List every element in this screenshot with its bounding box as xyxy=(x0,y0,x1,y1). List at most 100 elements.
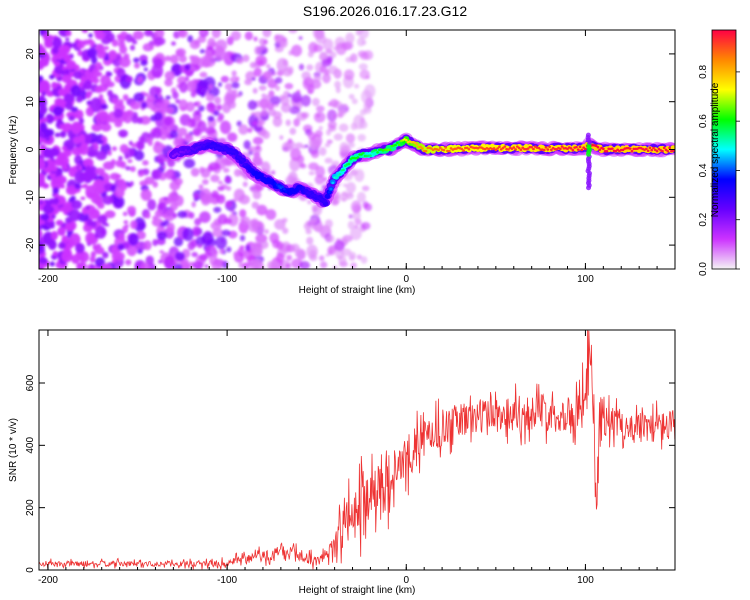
noise-blob xyxy=(204,264,209,269)
ridge-point xyxy=(498,145,501,149)
ridge-point xyxy=(388,148,392,152)
noise-blob xyxy=(107,89,113,97)
noise-blob xyxy=(305,228,312,235)
noise-blob xyxy=(242,181,248,188)
noise-blob xyxy=(257,123,262,128)
noise-blob xyxy=(285,119,291,127)
noise-blob xyxy=(95,61,103,71)
noise-blob xyxy=(291,44,303,57)
noise-blob xyxy=(350,56,355,61)
noise-blob xyxy=(62,66,67,71)
noise-blob xyxy=(172,91,179,100)
noise-blob xyxy=(92,245,98,251)
noise-blob xyxy=(199,49,205,54)
noise-blob xyxy=(88,33,93,38)
noise-blob xyxy=(53,60,61,67)
ridge-point xyxy=(424,149,428,153)
ridge-point xyxy=(460,147,464,151)
noise-blob xyxy=(279,94,285,101)
noise-blob xyxy=(99,110,109,124)
noise-blob xyxy=(71,199,83,210)
noise-blob xyxy=(213,110,220,117)
noise-blob xyxy=(52,36,63,50)
ridge-point xyxy=(207,142,211,145)
noise-blob xyxy=(65,30,72,37)
noise-blob xyxy=(136,140,145,151)
noise-blob xyxy=(221,157,230,165)
noise-blob xyxy=(82,183,89,189)
noise-blob xyxy=(191,251,198,258)
spectrogram-ylabel: Frequency (Hz) xyxy=(8,116,19,185)
noise-blob xyxy=(97,202,105,209)
noise-blob xyxy=(264,229,269,234)
ridge-point xyxy=(252,173,256,176)
noise-blob xyxy=(233,252,240,260)
ridge-point xyxy=(171,154,175,158)
ridge-point xyxy=(542,148,546,152)
ridge-point xyxy=(331,181,335,185)
noise-blob xyxy=(193,101,199,107)
noise-blob xyxy=(39,229,43,239)
noise-blob xyxy=(214,48,227,61)
noise-blob xyxy=(345,32,355,44)
ridge-point xyxy=(241,159,245,163)
x-tick-label: -100 xyxy=(217,274,237,285)
noise-blob xyxy=(307,131,316,141)
noise-blob xyxy=(166,222,175,233)
noise-blob xyxy=(304,144,309,148)
noise-blob xyxy=(154,140,161,146)
noise-blob xyxy=(75,243,85,254)
noise-blob xyxy=(287,138,293,144)
noise-blob xyxy=(250,241,263,257)
ridge-point xyxy=(628,147,632,150)
noise-blob xyxy=(318,255,325,261)
noise-blob xyxy=(178,55,187,63)
noise-blob xyxy=(96,52,106,59)
noise-blob xyxy=(71,254,80,265)
noise-blob xyxy=(348,93,355,100)
noise-blob xyxy=(178,30,188,38)
noise-blob xyxy=(71,121,82,135)
noise-blob xyxy=(84,79,93,91)
ridge-point xyxy=(447,149,451,153)
ridge-point xyxy=(671,149,675,153)
noise-blob xyxy=(86,191,95,199)
noise-blob xyxy=(360,89,372,104)
noise-blob xyxy=(324,157,333,164)
noise-blob xyxy=(332,113,337,119)
ridge-point xyxy=(537,146,541,150)
noise-blob xyxy=(156,231,167,241)
noise-blob xyxy=(187,35,194,43)
noise-blob xyxy=(252,189,262,200)
noise-blob xyxy=(114,119,123,128)
noise-blob xyxy=(55,219,64,226)
noise-blob xyxy=(100,103,108,110)
figure-title: S196.2026.016.17.23.G12 xyxy=(303,3,467,19)
noise-blob xyxy=(356,254,362,260)
ridge-point xyxy=(558,147,562,151)
noise-blob xyxy=(55,175,67,185)
noise-blob xyxy=(100,228,106,235)
noise-blob xyxy=(310,149,320,159)
ridge-point xyxy=(546,148,550,151)
noise-blob xyxy=(188,211,195,219)
noise-blob xyxy=(308,162,319,171)
ridge-point xyxy=(223,147,227,151)
noise-blob xyxy=(71,146,83,156)
noise-blob xyxy=(247,127,253,133)
noise-blob xyxy=(51,214,56,219)
ridge-point xyxy=(467,147,471,151)
y-tick-label: 0 xyxy=(25,567,36,573)
noise-blob xyxy=(353,83,360,89)
noise-blob xyxy=(287,93,292,98)
noise-blob xyxy=(347,220,355,230)
ridge-point xyxy=(662,146,666,150)
noise-blob xyxy=(42,234,49,239)
noise-blob xyxy=(165,95,171,100)
noise-blob xyxy=(164,70,176,81)
noise-blob xyxy=(327,65,339,75)
noise-blob xyxy=(271,170,276,175)
noise-blob xyxy=(133,217,146,232)
noise-blob xyxy=(58,242,66,250)
noise-blob xyxy=(73,70,83,80)
